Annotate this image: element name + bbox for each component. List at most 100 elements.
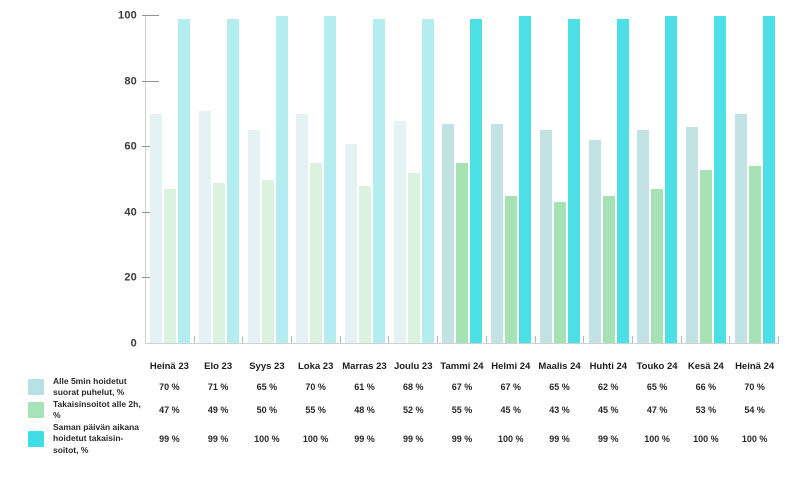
table-corner xyxy=(0,354,145,375)
bar-series-1 xyxy=(685,127,698,343)
bar-series-2 xyxy=(748,166,761,343)
table-value: 99 % xyxy=(598,434,619,444)
x-axis-tick xyxy=(777,336,779,343)
table-value: 45 % xyxy=(500,405,522,415)
bar-series-2 xyxy=(553,202,566,343)
bar-group xyxy=(584,16,633,343)
table-value: 99 % xyxy=(159,434,180,444)
table-value: 55 % xyxy=(451,405,473,415)
table-value: 47 % xyxy=(646,405,668,415)
bar-group xyxy=(146,16,195,343)
table-value: 47 % xyxy=(159,405,180,415)
bar-series-2 xyxy=(213,182,226,343)
bar-series-3 xyxy=(421,19,434,343)
table-value: 65 % xyxy=(256,382,278,392)
bar-series-1 xyxy=(637,130,650,343)
column-header: Joulu 23 xyxy=(393,361,433,372)
bar-series-2 xyxy=(699,169,712,343)
bar-series-2 xyxy=(407,172,420,343)
bar-series-2 xyxy=(359,186,372,343)
column-header: Elo 23 xyxy=(204,361,233,372)
plot-area xyxy=(142,15,779,344)
bar-group xyxy=(389,16,439,343)
y-axis: 0 20 40 60 80 100 xyxy=(95,10,137,349)
column-header: Touko 24 xyxy=(636,361,678,372)
column-header: Loka 23 xyxy=(297,361,334,372)
bar-series-1 xyxy=(296,114,309,343)
table-value: 50 % xyxy=(256,405,278,415)
y-axis-label: 40 xyxy=(124,206,137,219)
column-header: Heinä 24 xyxy=(735,361,775,372)
table-value: 48 % xyxy=(354,405,375,415)
table-value: 99 % xyxy=(207,434,229,444)
legend-swatch-1 xyxy=(28,379,44,395)
legend-swatch-3 xyxy=(28,431,44,447)
table-value: 99 % xyxy=(354,434,375,444)
table-value: 62 % xyxy=(598,382,619,392)
y-axis-label: 100 xyxy=(118,9,137,22)
bar-series-3 xyxy=(373,19,386,343)
legend-data-table: Heinä 23 Elo 23 Syys 23 Loka 23 Marras 23 Jou… xyxy=(0,354,779,457)
x-axis-tick xyxy=(631,336,633,343)
x-axis-tick xyxy=(729,336,731,343)
x-axis-tick xyxy=(242,336,244,343)
bar-group xyxy=(633,16,682,343)
table-value: 99 % xyxy=(549,434,570,444)
legend-label: Alle 5min hoidetut suorat puhelut, % xyxy=(53,376,127,398)
bar-group xyxy=(243,16,293,343)
table-value: 100 % xyxy=(254,434,280,444)
bar-series-2 xyxy=(310,163,323,343)
table-value: 67 % xyxy=(451,382,473,392)
bar-series-3 xyxy=(665,16,678,343)
bar-group xyxy=(536,16,585,343)
column-header: Kesä 24 xyxy=(687,361,724,372)
y-axis-label: 80 xyxy=(124,75,137,88)
table-value: 52 % xyxy=(402,405,424,415)
y-axis-tick xyxy=(142,80,159,82)
column-header: Heinä 23 xyxy=(149,361,189,372)
bar-series-1 xyxy=(393,120,406,343)
bar-series-1 xyxy=(247,130,260,343)
bar-series-2 xyxy=(651,189,664,343)
table-value: 49 % xyxy=(207,405,229,415)
bar-series-3 xyxy=(762,16,775,343)
table-value: 61 % xyxy=(354,382,375,392)
legend-item: Takaisinsoitot alle 2h, % xyxy=(0,399,145,421)
legend-label: Takaisinsoitot alle 2h, % xyxy=(53,399,145,421)
table-value: 67 % xyxy=(500,382,522,392)
bar-series-2 xyxy=(164,189,177,343)
bar-group xyxy=(195,16,244,343)
y-axis-label: 20 xyxy=(124,271,137,284)
legend-label: Saman päivän aikana hoidetut takaisin-soi… xyxy=(53,422,139,455)
column-header: Syys 23 xyxy=(249,361,285,372)
legend-label-line: hoidetut takaisin- xyxy=(53,433,124,444)
table-value: 55 % xyxy=(305,405,326,415)
x-axis-tick xyxy=(193,336,195,343)
table-value: 43 % xyxy=(549,405,570,415)
y-axis-tick xyxy=(142,15,159,16)
bar-group xyxy=(292,16,341,343)
x-axis-tick xyxy=(680,336,682,343)
table-value: 100 % xyxy=(497,434,524,444)
bar-series-3 xyxy=(275,16,288,343)
table-value: 66 % xyxy=(695,382,717,392)
column-header: Helmi 24 xyxy=(491,361,531,372)
table-value: 68 % xyxy=(402,382,424,392)
table-value: 100 % xyxy=(741,434,768,444)
bar-series-1 xyxy=(150,114,163,343)
table-value: 100 % xyxy=(644,434,670,444)
table-value: 65 % xyxy=(549,382,570,392)
legend-label-line: soitot, % xyxy=(53,444,89,455)
x-axis-tick xyxy=(388,336,390,343)
bar-series-1 xyxy=(199,110,212,343)
y-axis-label: 0 xyxy=(130,337,137,350)
bar-series-1 xyxy=(588,140,601,343)
bar-group xyxy=(341,16,390,343)
table-value: 70 % xyxy=(744,382,765,392)
bar-series-2 xyxy=(261,179,274,343)
table-value: 65 % xyxy=(646,382,668,392)
bar-series-3 xyxy=(227,19,240,343)
bar-series-3 xyxy=(567,19,580,343)
table-value: 70 % xyxy=(305,382,326,392)
